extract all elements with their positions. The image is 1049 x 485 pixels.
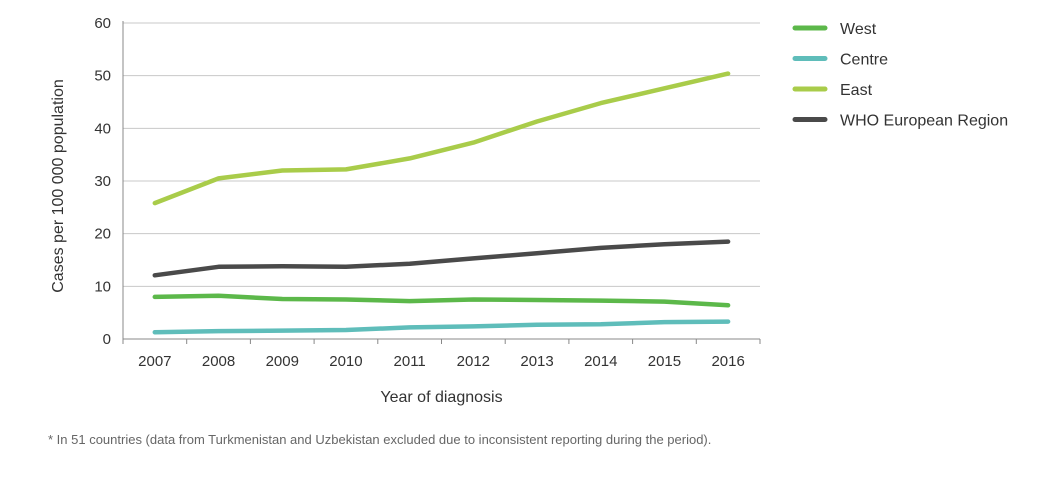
series-line-centre: [152, 319, 731, 335]
series-line-who-european-region: [152, 239, 731, 278]
legend: West Centre East WHO European Region: [792, 21, 1008, 130]
x-tick-label: 2008: [202, 353, 235, 370]
x-tick-label: 2011: [394, 353, 426, 370]
x-tick-label: 2013: [520, 353, 553, 370]
y-tick-label: 10: [94, 278, 111, 295]
x-tick-label: 2016: [711, 353, 744, 370]
footnote: * In 51 countries (data from Turkmenista…: [48, 432, 712, 447]
y-axis-ticks: 0 10 20 30 40 50 60: [94, 15, 111, 348]
x-axis-ticks: 2007 2008 2009 2010 2011 2012 2013 2014 2015 2016: [122, 339, 761, 370]
y-tick-label: 40: [94, 120, 111, 137]
legend-label: West: [840, 21, 877, 38]
x-tick-label: 2014: [584, 353, 617, 370]
x-tick-label: 2007: [138, 353, 171, 370]
legend-label: Centre: [840, 52, 888, 69]
gridlines: [122, 21, 760, 340]
x-tick-label: 2012: [457, 353, 490, 370]
y-tick-label: 60: [94, 15, 111, 32]
x-tick-label: 2010: [329, 353, 362, 370]
legend-label: East: [840, 82, 873, 99]
y-tick-label: 20: [94, 226, 111, 243]
x-tick-label: 2015: [648, 353, 681, 370]
y-tick-label: 0: [103, 331, 111, 348]
y-axis-title: Cases per 100 000 population: [50, 79, 67, 293]
y-tick-label: 30: [94, 173, 111, 190]
x-tick-label: 2009: [266, 353, 299, 370]
series-line-west: [152, 293, 731, 308]
y-tick-label: 50: [94, 68, 111, 85]
series-line-east: [152, 71, 731, 206]
x-axis-title: Year of diagnosis: [380, 389, 502, 406]
series-lines: [152, 71, 731, 335]
legend-label: WHO European Region: [840, 113, 1008, 130]
